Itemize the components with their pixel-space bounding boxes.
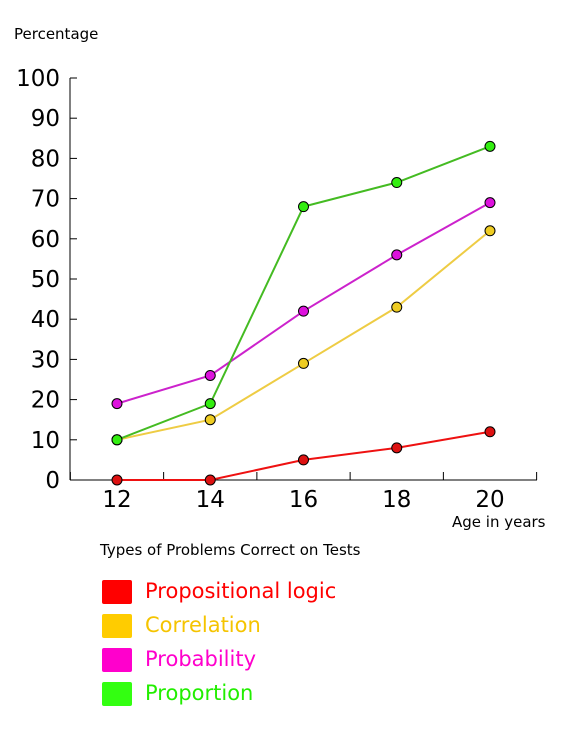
data-point xyxy=(112,399,122,409)
legend-swatch xyxy=(102,580,132,604)
y-tick-label: 100 xyxy=(16,66,60,92)
y-tick-label: 10 xyxy=(31,428,60,454)
data-point xyxy=(205,475,215,485)
y-tick-label: 50 xyxy=(31,267,60,293)
series-line xyxy=(117,146,490,439)
series-line xyxy=(117,203,490,404)
y-axis-ticks: 0 10 20 30 40 50 60 70 80 90 100 xyxy=(16,66,77,494)
y-tick-label: 80 xyxy=(31,146,60,172)
series-layer xyxy=(112,141,495,485)
series-correlation xyxy=(112,226,495,445)
legend-swatch xyxy=(102,614,132,638)
data-point xyxy=(205,415,215,425)
data-point xyxy=(392,302,402,312)
legend-label: Correlation xyxy=(145,613,261,637)
data-point xyxy=(392,443,402,453)
data-point xyxy=(485,198,495,208)
data-point xyxy=(205,399,215,409)
data-point xyxy=(205,370,215,380)
data-point xyxy=(392,178,402,188)
y-tick-label: 70 xyxy=(31,187,60,213)
y-tick-label: 90 xyxy=(31,106,60,132)
x-tick-label: 20 xyxy=(475,487,504,513)
x-tick-label: 18 xyxy=(382,487,411,513)
series-propositional-logic xyxy=(112,427,495,485)
data-point xyxy=(299,202,309,212)
data-point xyxy=(299,455,309,465)
x-tick-label: 14 xyxy=(196,487,225,513)
legend-label: Probability xyxy=(145,647,256,671)
data-point xyxy=(392,250,402,260)
data-point xyxy=(112,435,122,445)
y-tick-label: 60 xyxy=(31,227,60,253)
legend-title: Types of Problems Correct on Tests xyxy=(100,541,361,559)
data-point xyxy=(112,475,122,485)
data-point xyxy=(485,141,495,151)
data-point xyxy=(299,358,309,368)
x-tick-label: 12 xyxy=(102,487,131,513)
series-proportion xyxy=(112,141,495,444)
data-point xyxy=(485,427,495,437)
data-point xyxy=(299,306,309,316)
legend-swatch xyxy=(102,682,132,706)
x-tick-label: 16 xyxy=(289,487,318,513)
x-axis-label: Age in years xyxy=(452,513,546,531)
y-tick-label: 20 xyxy=(31,388,60,414)
y-axis-label: Percentage xyxy=(14,25,98,43)
data-point xyxy=(485,226,495,236)
series-probability xyxy=(112,198,495,409)
x-axis-ticks: 12 14 16 18 20 xyxy=(70,472,536,513)
axes xyxy=(70,78,537,480)
legend-label: Propositional logic xyxy=(145,579,336,603)
legend-label: Proportion xyxy=(145,681,253,705)
legend-swatch xyxy=(102,648,132,672)
y-tick-label: 30 xyxy=(31,347,60,373)
y-tick-label: 0 xyxy=(45,468,60,494)
series-line xyxy=(117,231,490,440)
y-tick-label: 40 xyxy=(31,307,60,333)
